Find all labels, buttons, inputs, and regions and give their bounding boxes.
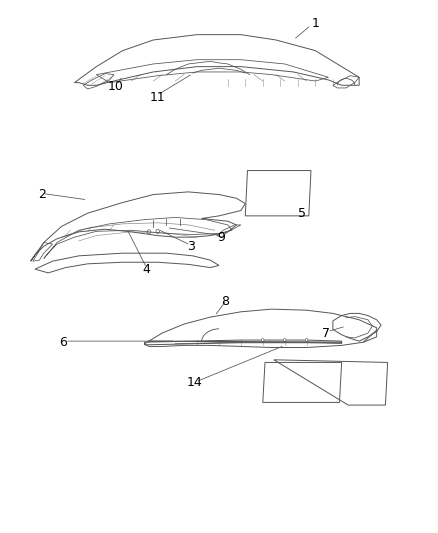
Text: 11: 11 <box>150 91 166 103</box>
Text: 9: 9 <box>217 231 225 244</box>
Text: 1: 1 <box>311 18 319 30</box>
Text: 4: 4 <box>143 263 151 276</box>
Circle shape <box>283 338 286 342</box>
Circle shape <box>305 338 308 342</box>
Text: 3: 3 <box>187 240 194 253</box>
Text: 8: 8 <box>222 295 230 308</box>
Text: 10: 10 <box>108 80 124 93</box>
Text: 14: 14 <box>187 376 203 389</box>
Text: 2: 2 <box>38 188 46 201</box>
Text: 5: 5 <box>298 207 306 220</box>
Circle shape <box>261 338 264 342</box>
Text: 6: 6 <box>60 336 67 349</box>
Text: 7: 7 <box>322 327 330 340</box>
